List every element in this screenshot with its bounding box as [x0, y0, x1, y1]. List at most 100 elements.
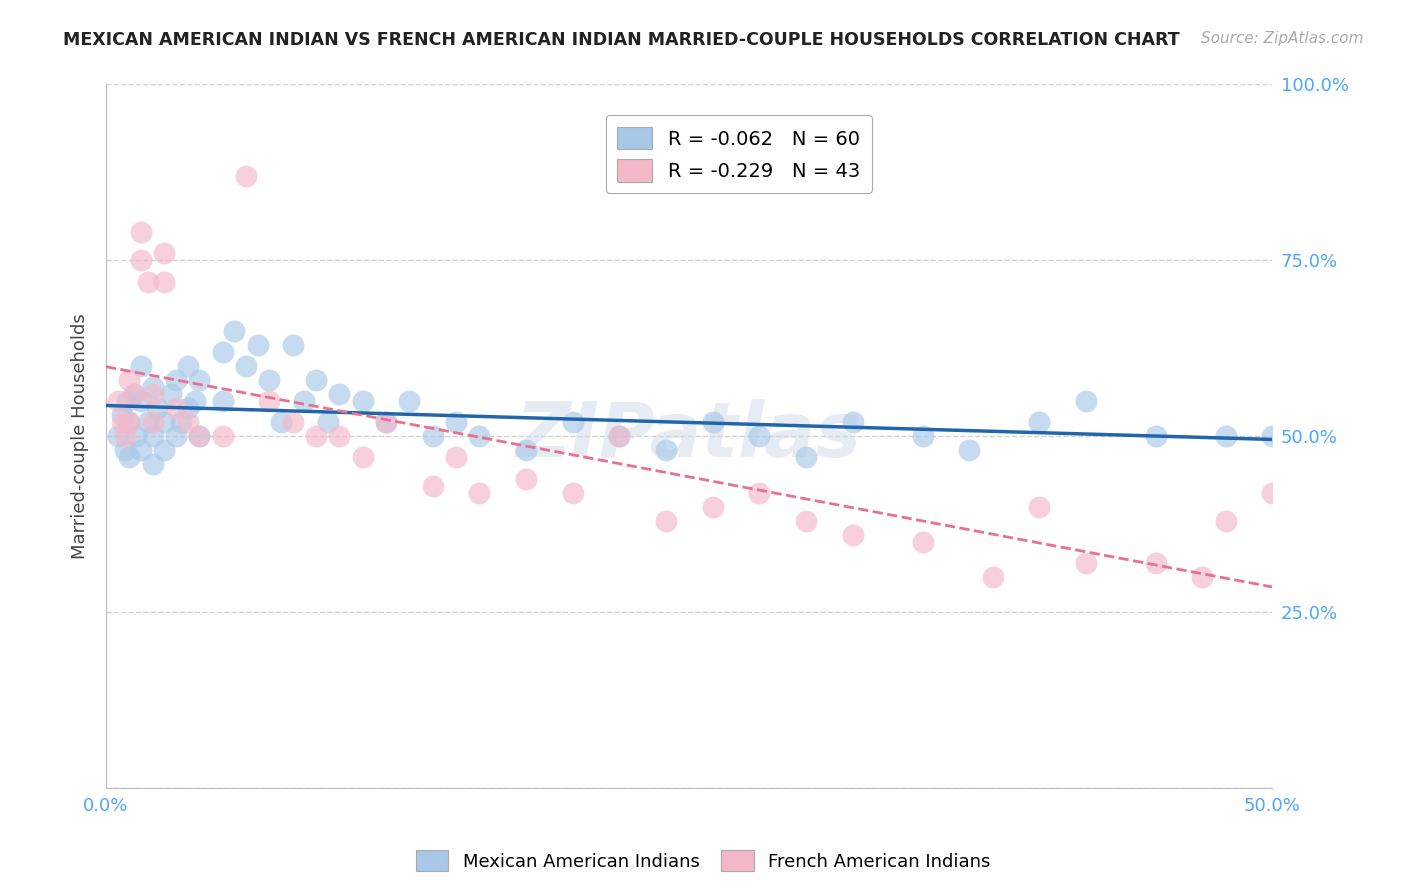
Point — [655, 514, 678, 528]
Point — [444, 450, 467, 465]
Point — [129, 225, 152, 239]
Point — [107, 429, 129, 443]
Point — [142, 387, 165, 401]
Point — [655, 443, 678, 458]
Point — [129, 394, 152, 409]
Text: Source: ZipAtlas.com: Source: ZipAtlas.com — [1201, 31, 1364, 46]
Point — [374, 415, 396, 429]
Point — [1215, 429, 1237, 443]
Point — [129, 359, 152, 373]
Point — [153, 415, 176, 429]
Point — [468, 429, 491, 443]
Point — [444, 415, 467, 429]
Text: ZIPatlas: ZIPatlas — [516, 400, 862, 474]
Point — [1144, 556, 1167, 570]
Point — [1191, 570, 1213, 584]
Point — [211, 394, 233, 409]
Point — [1028, 500, 1050, 514]
Point — [153, 246, 176, 260]
Point — [607, 429, 630, 443]
Point — [160, 387, 183, 401]
Point — [702, 500, 724, 514]
Point — [1028, 415, 1050, 429]
Point — [114, 443, 136, 458]
Point — [257, 373, 280, 387]
Point — [1074, 556, 1097, 570]
Point — [118, 415, 141, 429]
Point — [561, 415, 583, 429]
Point — [246, 338, 269, 352]
Point — [153, 275, 176, 289]
Point — [224, 324, 246, 338]
Point — [328, 429, 350, 443]
Point — [122, 387, 145, 401]
Point — [1215, 514, 1237, 528]
Point — [352, 450, 374, 465]
Point — [292, 394, 315, 409]
Point — [114, 429, 136, 443]
Point — [748, 429, 770, 443]
Point — [142, 380, 165, 394]
Point — [422, 478, 444, 492]
Point — [328, 387, 350, 401]
Point — [1261, 429, 1284, 443]
Point — [176, 359, 198, 373]
Point — [911, 429, 934, 443]
Point — [1074, 394, 1097, 409]
Point — [142, 415, 165, 429]
Point — [281, 415, 304, 429]
Point — [422, 429, 444, 443]
Point — [1144, 429, 1167, 443]
Point — [146, 401, 169, 416]
Point — [118, 450, 141, 465]
Point — [305, 373, 328, 387]
Point — [374, 415, 396, 429]
Point — [235, 359, 257, 373]
Point — [257, 394, 280, 409]
Point — [165, 429, 187, 443]
Point — [235, 169, 257, 183]
Point — [515, 472, 537, 486]
Point — [122, 387, 145, 401]
Point — [352, 394, 374, 409]
Point — [270, 415, 292, 429]
Point — [398, 394, 420, 409]
Legend: Mexican American Indians, French American Indians: Mexican American Indians, French America… — [408, 843, 998, 879]
Point — [561, 485, 583, 500]
Point — [981, 570, 1004, 584]
Legend: R = -0.062   N = 60, R = -0.229   N = 43: R = -0.062 N = 60, R = -0.229 N = 43 — [606, 115, 872, 194]
Point — [118, 415, 141, 429]
Point — [957, 443, 980, 458]
Point — [153, 443, 176, 458]
Point — [305, 429, 328, 443]
Point — [515, 443, 537, 458]
Point — [107, 394, 129, 409]
Point — [142, 458, 165, 472]
Point — [176, 401, 198, 416]
Point — [748, 485, 770, 500]
Point — [169, 415, 191, 429]
Point — [176, 415, 198, 429]
Point — [129, 253, 152, 268]
Point — [841, 415, 863, 429]
Point — [111, 415, 134, 429]
Point — [183, 394, 205, 409]
Point — [1261, 485, 1284, 500]
Point — [468, 485, 491, 500]
Text: MEXICAN AMERICAN INDIAN VS FRENCH AMERICAN INDIAN MARRIED-COUPLE HOUSEHOLDS CORR: MEXICAN AMERICAN INDIAN VS FRENCH AMERIC… — [63, 31, 1180, 49]
Point — [136, 275, 159, 289]
Point — [111, 408, 134, 422]
Point — [911, 535, 934, 549]
Point — [316, 415, 339, 429]
Point — [281, 338, 304, 352]
Point — [794, 514, 817, 528]
Point — [188, 373, 211, 387]
Point — [607, 429, 630, 443]
Point — [794, 450, 817, 465]
Point — [165, 401, 187, 416]
Point — [136, 415, 159, 429]
Point — [115, 394, 138, 409]
Point — [165, 373, 187, 387]
Point — [702, 415, 724, 429]
Point — [188, 429, 211, 443]
